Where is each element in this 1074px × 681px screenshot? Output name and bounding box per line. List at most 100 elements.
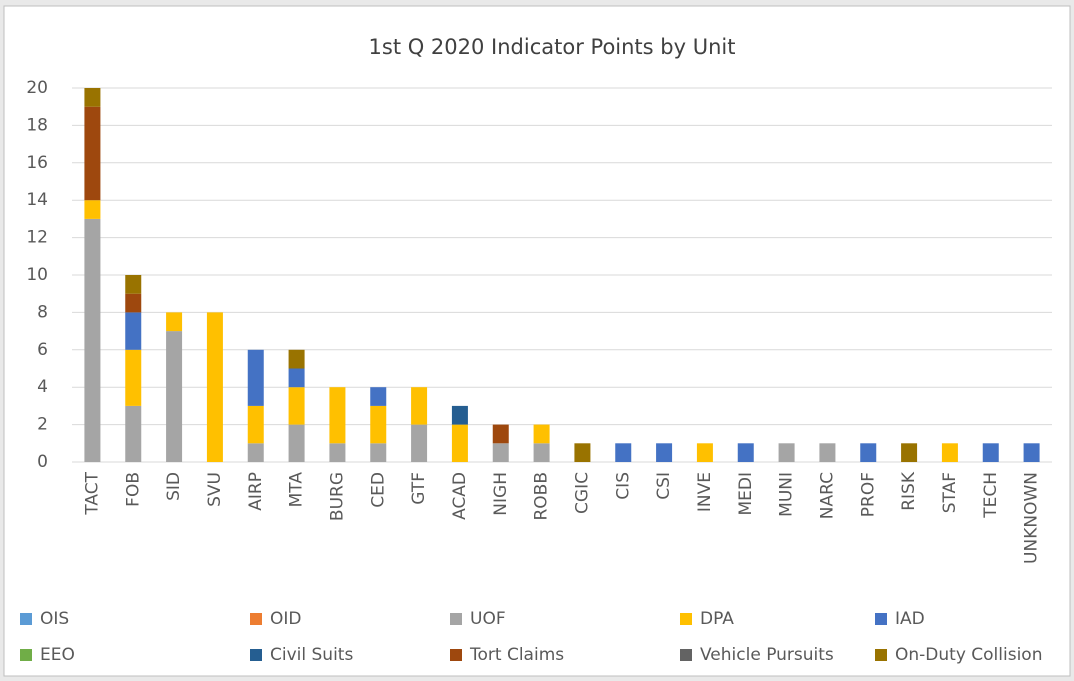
bar-segment [125, 293, 142, 313]
legend-label: UOF [470, 609, 506, 629]
y-tick-label: 18 [26, 115, 48, 135]
legend-swatch [20, 613, 32, 625]
bar-segment [901, 443, 918, 462]
bar-segment [288, 368, 305, 388]
bar-segment [125, 275, 142, 294]
legend-swatch [875, 613, 887, 625]
legend-swatch [450, 649, 462, 661]
bar-segment [737, 443, 754, 462]
x-tick-label: GTF [409, 472, 429, 505]
bar-segment [247, 443, 264, 462]
x-tick-label: MEDI [736, 472, 756, 516]
bar-segment [533, 443, 550, 462]
legend-swatch [680, 649, 692, 661]
bar-segment [860, 443, 877, 462]
x-tick-label: CIS [613, 472, 633, 500]
bar-segment [941, 443, 958, 462]
x-tick-label: NIGH [491, 472, 511, 516]
bar-segment [696, 443, 713, 462]
legend-swatch [680, 613, 692, 625]
bar-segment [329, 443, 346, 462]
legend-label: IAD [895, 609, 925, 629]
legend-label: On-Duty Collision [895, 645, 1042, 665]
y-tick-label: 14 [26, 190, 48, 210]
bar-segment [125, 312, 142, 350]
legend-label: DPA [700, 609, 734, 629]
legend-swatch [250, 613, 262, 625]
x-tick-label: NARC [817, 472, 837, 519]
x-tick-label: UNKNOWN [1022, 472, 1042, 564]
y-tick-label: 8 [37, 302, 48, 322]
x-tick-label: SID [164, 472, 184, 501]
x-tick-label: CED [368, 472, 388, 508]
bar-segment [492, 424, 509, 444]
bar-segment [166, 331, 183, 462]
bar-segment [411, 387, 428, 425]
legend-label: Vehicle Pursuits [700, 645, 834, 665]
x-tick-label: AIRP [246, 472, 266, 511]
x-tick-label: SVU [205, 472, 225, 507]
legend-label: OIS [40, 609, 69, 629]
bar-segment [329, 387, 346, 444]
chart-frame [3, 5, 1071, 677]
legend-label: Civil Suits [270, 645, 353, 665]
bar-segment [247, 349, 264, 406]
bar-segment [819, 443, 836, 462]
legend-label: EEO [40, 645, 75, 665]
bar-segment [125, 349, 142, 406]
y-tick-label: 6 [37, 340, 48, 360]
x-tick-label: STAF [940, 472, 960, 513]
bar-segment [411, 424, 428, 462]
bar-segment [206, 312, 223, 462]
x-tick-label: RISK [899, 471, 919, 511]
y-tick-label: 2 [37, 415, 48, 435]
x-tick-label: INVE [695, 472, 715, 512]
bar-segment [84, 218, 101, 462]
chart-title: 1st Q 2020 Indicator Points by Unit [369, 35, 736, 59]
bar-segment [125, 405, 142, 462]
x-tick-label: TACT [82, 471, 102, 515]
x-tick-label: FOB [123, 472, 143, 507]
bar-segment [288, 387, 305, 425]
bar-segment [370, 443, 387, 462]
x-tick-label: PROF [858, 472, 878, 517]
bar-segment [166, 312, 183, 332]
legend-label: Tort Claims [469, 645, 564, 665]
y-tick-label: 10 [26, 265, 48, 285]
x-tick-label: MTA [287, 472, 307, 508]
bar-segment [370, 387, 387, 406]
bar-segment [574, 443, 591, 462]
y-tick-label: 4 [37, 377, 48, 397]
x-tick-label: ROBB [532, 472, 552, 521]
bar-segment [288, 349, 305, 369]
x-tick-label: CGIC [572, 472, 592, 514]
x-tick-label: ACAD [450, 472, 470, 520]
bar-segment [247, 405, 264, 444]
bar-segment [370, 405, 387, 444]
bar-segment [1023, 443, 1040, 462]
bar-segment [288, 424, 305, 462]
y-tick-label: 16 [26, 153, 48, 173]
bar-segment [656, 443, 673, 462]
bar-segment [615, 443, 632, 462]
bar-segment [451, 424, 468, 462]
bar-segment [84, 88, 101, 107]
legend-label: OID [270, 609, 302, 629]
bar-segment [533, 424, 550, 444]
y-tick-label: 0 [37, 452, 48, 472]
bar-segment [451, 405, 468, 425]
legend-swatch [20, 649, 32, 661]
y-tick-label: 20 [26, 78, 48, 98]
bar-segment [84, 106, 101, 201]
bar-segment [492, 443, 509, 462]
x-tick-label: BURG [327, 472, 347, 521]
bar-segment [982, 443, 999, 462]
x-tick-label: MUNI [777, 472, 797, 517]
legend-swatch [875, 649, 887, 661]
bar-segment [84, 200, 101, 219]
x-tick-label: CSI [654, 472, 674, 500]
legend-swatch [250, 649, 262, 661]
x-tick-label: TECH [981, 472, 1001, 519]
